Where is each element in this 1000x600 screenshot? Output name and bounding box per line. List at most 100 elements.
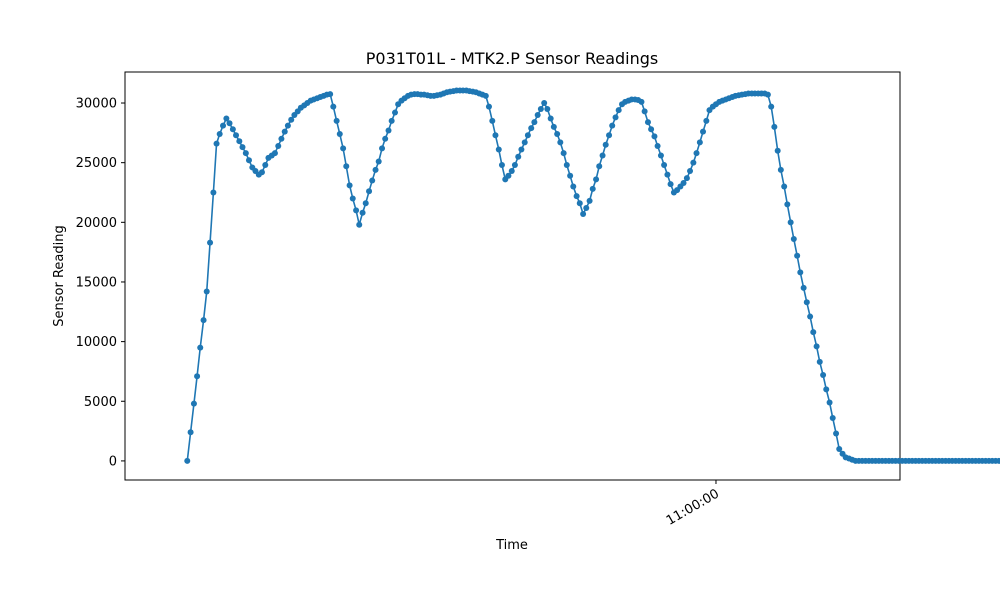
data-point <box>836 445 843 452</box>
data-point <box>239 144 246 151</box>
data-point <box>485 103 492 110</box>
data-point <box>693 150 700 157</box>
data-point <box>829 414 836 421</box>
x-tick-label: 11:00:00 <box>664 486 722 528</box>
data-point <box>820 372 827 379</box>
data-point <box>560 150 567 157</box>
data-point <box>807 313 814 320</box>
data-point <box>278 135 285 142</box>
data-point <box>606 132 613 139</box>
data-point <box>508 168 515 175</box>
data-point <box>210 189 217 196</box>
data-point <box>554 131 561 138</box>
data-point <box>482 92 489 99</box>
data-point <box>680 179 687 186</box>
data-point <box>790 236 797 243</box>
data-point <box>810 329 817 336</box>
data-point <box>489 117 496 124</box>
data-point <box>207 239 214 246</box>
data-point <box>388 117 395 124</box>
data-point <box>366 188 373 195</box>
data-point <box>531 119 538 126</box>
data-point <box>833 430 840 437</box>
data-point <box>648 126 655 133</box>
data-point <box>353 207 360 214</box>
data-point <box>781 183 788 190</box>
data-point <box>330 103 337 110</box>
data-point <box>190 400 197 407</box>
data-point <box>187 429 194 436</box>
data-point <box>593 176 600 183</box>
y-tick-label: 5000 <box>84 395 117 410</box>
data-point <box>547 115 554 122</box>
plot-frame <box>124 71 901 481</box>
data-point <box>541 100 548 107</box>
data-point <box>379 145 386 152</box>
data-point <box>223 115 230 122</box>
data-point <box>703 117 710 124</box>
data-point <box>687 168 694 175</box>
data-point <box>184 457 191 464</box>
data-point <box>203 288 210 295</box>
data-point <box>349 195 356 202</box>
data-point <box>700 128 707 135</box>
data-point <box>333 117 340 124</box>
data-point <box>570 183 577 190</box>
data-point <box>612 114 619 121</box>
data-point <box>567 172 574 179</box>
data-point <box>667 181 674 188</box>
series-line <box>186 89 1000 462</box>
data-point <box>258 169 265 176</box>
data-point <box>683 175 690 182</box>
data-point <box>813 343 820 350</box>
data-point <box>816 358 823 365</box>
data-point <box>696 139 703 146</box>
data-point <box>823 386 830 393</box>
x-axis: 11:00:0012:00:00 <box>664 480 722 529</box>
data-point <box>271 150 278 157</box>
y-axis: 0 5000 10000 15000 20000 25000 30000 <box>76 97 125 469</box>
data-point <box>690 159 697 166</box>
y-tick-label: 25000 <box>76 156 117 171</box>
y-tick-label: 30000 <box>76 97 117 112</box>
data-point <box>602 141 609 148</box>
data-point <box>200 317 207 324</box>
data-point <box>229 126 236 133</box>
data-point <box>495 146 502 153</box>
data-point <box>576 200 583 207</box>
data-point <box>641 108 648 115</box>
data-point <box>544 105 551 112</box>
data-point <box>518 146 525 153</box>
data-point <box>362 200 369 207</box>
data-point <box>573 193 580 200</box>
data-point <box>534 111 541 118</box>
data-point <box>580 210 587 217</box>
data-point <box>242 150 249 157</box>
data-point <box>651 133 658 140</box>
data-point <box>768 103 775 110</box>
y-tick-label: 0 <box>109 454 117 469</box>
data-point <box>340 145 347 152</box>
data-point <box>385 127 392 134</box>
data-point <box>615 107 622 114</box>
data-point <box>498 162 505 169</box>
data-point <box>777 166 784 173</box>
data-point <box>369 177 376 184</box>
data-point <box>236 138 243 145</box>
data-point <box>194 373 201 380</box>
data-point <box>654 142 661 149</box>
data-point <box>492 132 499 139</box>
data-point <box>800 284 807 291</box>
data-point <box>281 128 288 135</box>
data-point <box>245 157 252 164</box>
data-point <box>505 172 512 179</box>
data-point <box>511 162 518 169</box>
data-point <box>343 163 350 170</box>
chart-title: P031T01L - MTK2.P Sensor Readings <box>366 49 658 68</box>
data-point <box>284 122 291 129</box>
data-point <box>537 105 544 112</box>
data-point <box>262 162 269 169</box>
data-point <box>226 120 233 127</box>
